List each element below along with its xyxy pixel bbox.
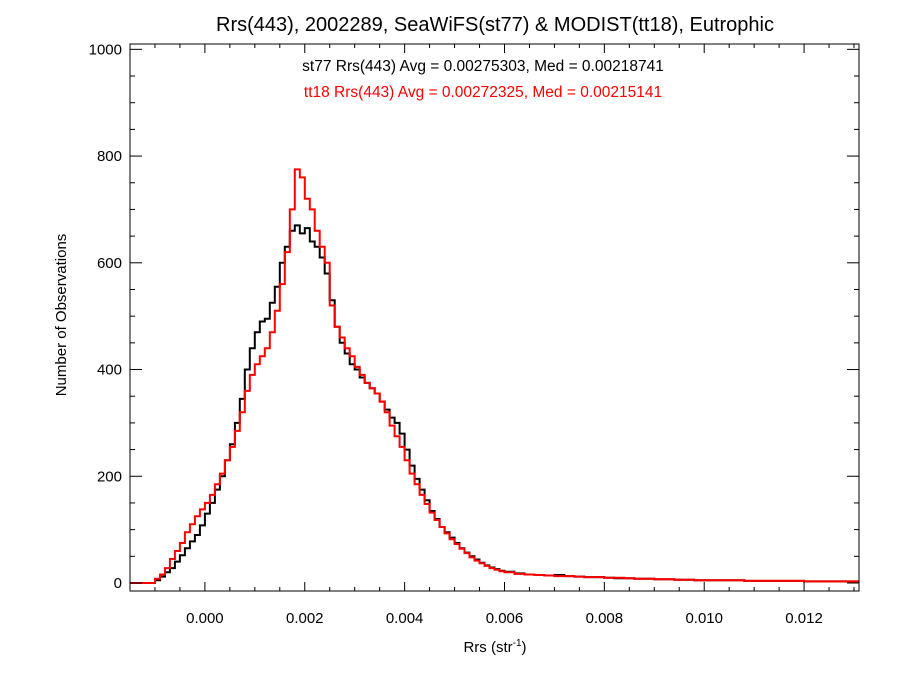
y-tick-label: 200 xyxy=(97,468,122,485)
x-axis-label-text: Rrs (str xyxy=(463,639,512,656)
y-tick-label: 0 xyxy=(114,575,122,592)
y-axis-label: Number of Observations xyxy=(53,234,70,397)
x-axis-label-close: ) xyxy=(522,639,527,656)
x-tick-label: 0.010 xyxy=(685,610,723,627)
y-tick-label: 400 xyxy=(97,362,122,379)
series-st77 xyxy=(130,224,859,584)
y-tick-label: 1000 xyxy=(89,41,122,58)
x-axis-label-superscript: -1 xyxy=(513,638,522,649)
series-tt18 xyxy=(130,168,859,584)
x-tick-label: 0.000 xyxy=(186,610,224,627)
y-tick-label: 800 xyxy=(97,148,122,165)
plot-frame xyxy=(129,43,860,592)
chart-title: Rrs(443), 2002289, SeaWiFS(st77) & MODIS… xyxy=(216,14,774,36)
y-tick-label: 600 xyxy=(97,255,122,272)
series-layer xyxy=(130,168,859,584)
annotation-st77: st77 Rrs(443) Avg = 0.00275303, Med = 0.… xyxy=(302,58,664,75)
x-tick-label: 0.002 xyxy=(286,610,324,627)
x-tick-label: 0.006 xyxy=(486,610,524,627)
annotation-tt18: tt18 Rrs(443) Avg = 0.00272325, Med = 0.… xyxy=(304,84,662,101)
x-tick-label: 0.004 xyxy=(386,610,424,627)
x-axis-label: Rrs (str-1) xyxy=(463,638,526,656)
axis-ticks: 0.000 0.002 0.004 0.006 0.008 0.010 0.012 0 200 4… xyxy=(89,41,859,627)
x-tick-label: 0.012 xyxy=(785,610,823,627)
x-tick-label: 0.008 xyxy=(586,610,624,627)
